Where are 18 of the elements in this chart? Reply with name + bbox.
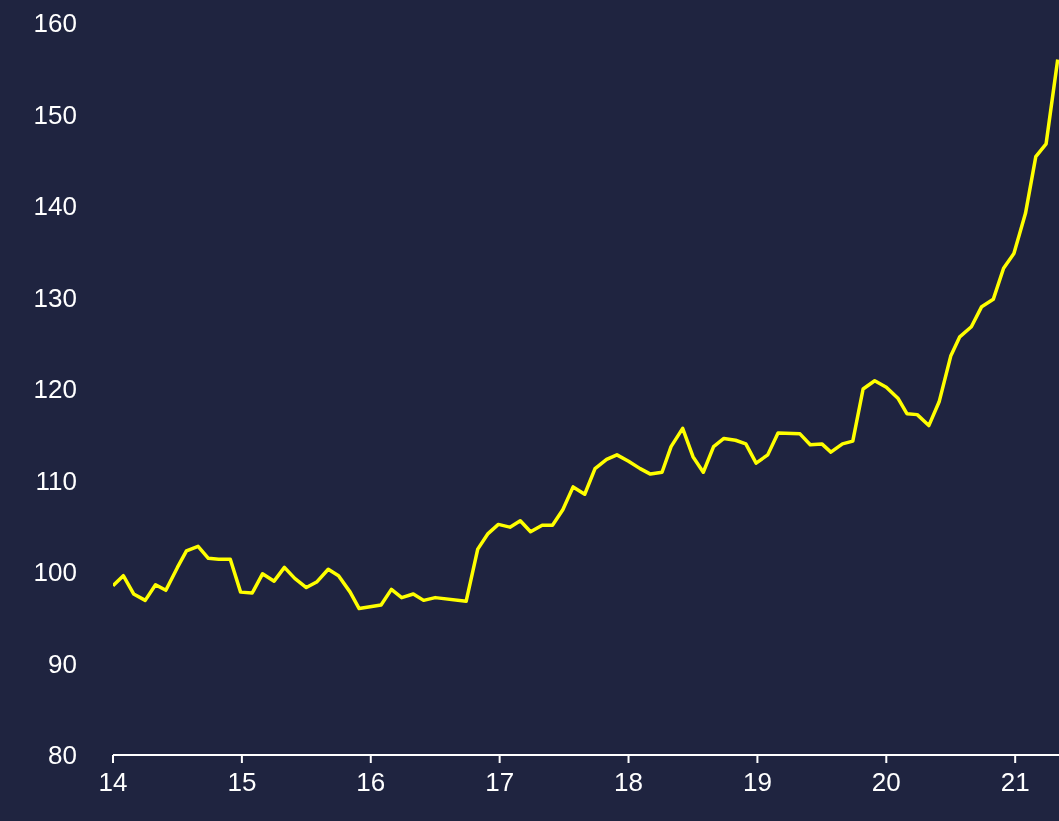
y-tick-label: 160: [33, 8, 77, 39]
y-tick-label: 90: [48, 648, 77, 679]
line-series: [113, 57, 1059, 611]
y-tick-label: 100: [33, 557, 77, 588]
x-tick-label: 15: [227, 767, 257, 798]
x-tick-label: 20: [871, 767, 901, 798]
x-tick-label: 18: [614, 767, 643, 798]
x-tick-label: 21: [1000, 767, 1030, 798]
y-tick-label: 110: [35, 465, 77, 496]
x-tick-label: 17: [485, 767, 515, 798]
x-tick-label: 19: [742, 767, 772, 798]
y-tick-label: 120: [33, 374, 77, 405]
y-tick-label: 150: [33, 99, 77, 130]
y-tick-label: 130: [33, 282, 77, 313]
y-tick-label: 80: [48, 740, 77, 771]
x-tick-label: 14: [98, 767, 128, 798]
x-tick-label: 16: [356, 767, 386, 798]
y-tick-label: 140: [33, 191, 77, 222]
